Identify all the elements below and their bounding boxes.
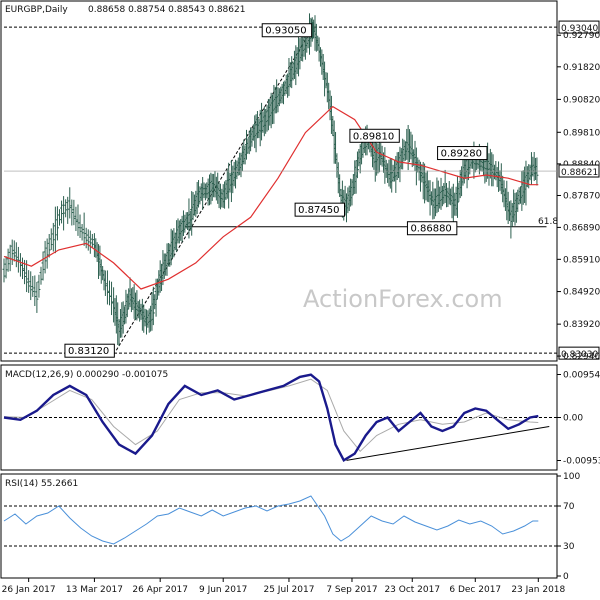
macd-ytick-label-0: 0.00954 [563,370,600,380]
annotation-box-1 [64,343,115,358]
annotation-box-4 [406,221,458,236]
moving-average-line [3,105,539,290]
annotation-box-0 [261,23,313,38]
annotation-box-5 [437,146,488,161]
rsi-panel [0,473,558,579]
price-ytick-label-2: 0.90820 [563,95,600,105]
watermark: ActionForex.com [303,285,503,313]
rsi-line [3,495,539,545]
x-axis: 26 Jan 2017 13 Mar 2017 26 Apr 2017 9 Jun 2… [2,578,566,595]
price-ytick-label-6: 0.86890 [563,223,600,233]
price-ytick-label-7: 0.85910 [563,255,600,265]
price-layer: 0.93040 0.83030 61.8 0.93050 0.83120 0.87450 0… [2,13,600,362]
annotation-box-2 [294,202,346,217]
annotation-label-4: 0.86880 [410,224,451,235]
macd-header: MACD(12,26,9) 0.000290 -0.001075 [5,370,168,380]
annotation-label-1: 0.83120 [68,346,109,357]
price-ytick-label-5: 0.87870 [563,191,600,201]
rsi-header: RSI(14) 55.2661 [5,479,78,489]
annotation-label-0: 0.93050 [265,26,306,37]
hline-label-0: 0.93040 [561,24,598,34]
price-ytick-label-9: 0.83920 [563,320,600,330]
price-header: EURGBP,Daily [5,5,68,15]
xtick-label-6: 23 Oct 2017 [384,585,440,595]
rsi-ytick-label-3: 0 [563,572,569,582]
rsi-ytick-label-2: 30 [563,542,575,552]
xtick-label-4: 25 Jul 2017 [263,585,314,595]
price-ytick-label-1: 0.91820 [563,63,600,73]
macd-layer: 0.00954 0.00 -0.009538 [3,370,600,467]
xtick-label-3: 9 Jun 2017 [199,585,247,595]
last-value-label: 0.88621 [561,168,598,178]
macd-ytick-label-1: 0.00 [563,414,583,424]
xtick-label-0: 26 Jan 2017 [2,585,56,595]
price-ytick-label-8: 0.84920 [563,288,600,298]
macd-line [3,373,539,462]
annotation-label-2: 0.87450 [298,205,339,216]
price-ytick-label-3: 0.89810 [563,128,600,138]
hline-label-1: 0.83030 [561,350,598,360]
xtick-label-7: 6 Dec 2017 [449,585,501,595]
last-value-box [558,164,600,178]
rsi-ytick-label-1: 70 [563,502,575,512]
macd-trendline [346,426,550,461]
xtick-label-8: 23 Jan 2018 [511,585,565,595]
price-trendline [115,26,315,351]
ohlc-header: 0.88658 0.88754 0.88543 0.88621 [88,5,245,15]
xtick-label-1: 13 Mar 2017 [66,585,123,595]
rsi-ytick-label-0: 100 [563,472,580,482]
annotation-box-3 [349,128,400,143]
hline-label-box-0 [558,20,600,34]
rsi-layer: 100 70 30 0 [3,472,580,582]
hline-label-box-1 [558,346,600,360]
macd-ytick-label-2: -0.009538 [563,457,600,467]
xtick-label-2: 26 Apr 2017 [132,585,188,595]
price-ytick-label-0: 0.92790 [563,31,600,41]
xtick-label-5: 7 Sep 2017 [326,585,377,595]
annotation-label-3: 0.89810 [353,131,394,142]
annotation-label-5: 0.89280 [441,149,482,160]
price-ytick-label-10: 0.82940 [563,352,600,362]
fib-label: 61.8 [538,217,558,227]
